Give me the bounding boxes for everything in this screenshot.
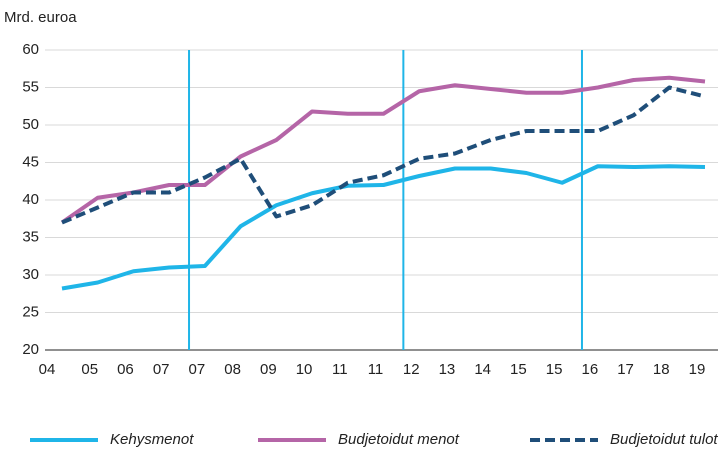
x-tick-label: 12 — [403, 361, 420, 378]
series-line — [60, 75, 706, 225]
x-tick-label: 17 — [617, 361, 634, 378]
x-tick-label: 11 — [332, 361, 348, 378]
x-tick-label: 13 — [439, 361, 456, 378]
y-tick-label: 40 — [22, 191, 39, 208]
y-tick-label: 35 — [22, 228, 39, 245]
x-tick-label: 05 — [81, 361, 98, 378]
x-tick-label: 15 — [546, 361, 563, 378]
x-tick-label: 09 — [260, 361, 277, 378]
y-tick-label: 30 — [22, 266, 39, 283]
y-axis-label: Mrd. euroa — [4, 9, 77, 26]
x-tick-label: 16 — [581, 361, 598, 378]
x-tick-label: 06 — [117, 361, 134, 378]
series-line — [61, 164, 706, 291]
x-tick-label: 14 — [474, 361, 491, 378]
x-tick-label: 07 — [189, 361, 206, 378]
legend-label: Budjetoidut tulot — [610, 431, 718, 448]
legend-label: Budjetoidut menot — [338, 431, 460, 448]
x-tick-label: 08 — [224, 361, 241, 378]
x-tick-label: 18 — [653, 361, 670, 378]
y-tick-label: 25 — [22, 303, 39, 320]
y-tick-label: 20 — [22, 341, 39, 358]
y-tick-label: 50 — [22, 116, 39, 133]
y-tick-label: 55 — [22, 78, 39, 95]
x-tick-label: 11 — [368, 361, 384, 378]
x-tick-label: 10 — [296, 361, 313, 378]
x-tick-label: 07 — [153, 361, 170, 378]
y-tick-label: 60 — [22, 41, 39, 58]
x-tick-label: 15 — [510, 361, 527, 378]
series-line — [61, 85, 706, 225]
y-tick-label: 45 — [22, 153, 39, 170]
x-tick-label: 19 — [689, 361, 706, 378]
legend-label: Kehysmenot — [110, 431, 194, 448]
x-tick-label: 04 — [39, 361, 56, 378]
